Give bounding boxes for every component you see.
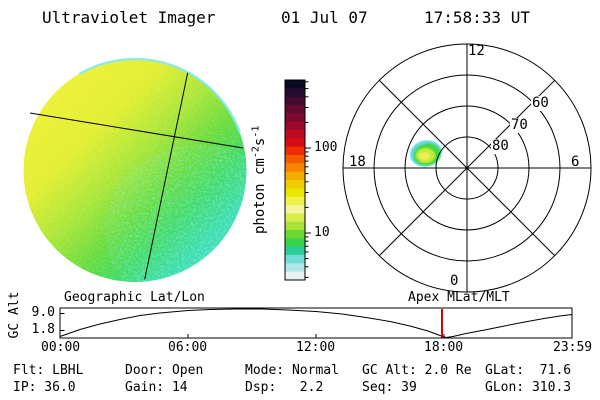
timeline-xtick-1200: 12:00	[296, 340, 336, 355]
polar-mlat-label-80: 80	[491, 138, 510, 155]
header-time: 17:58:33 UT	[424, 8, 530, 27]
timeline-left-title: Geographic Lat/Lon	[64, 290, 205, 305]
timeline-xtick-0000: 00:00	[41, 340, 81, 355]
timeline-xtick-1800: 18:00	[424, 340, 464, 355]
page-title: Ultraviolet Imager	[42, 8, 216, 27]
status-gain: Gain: 14	[125, 380, 188, 395]
colorbar-tick-10: 10	[314, 225, 330, 240]
geo-grid-line-lat	[29, 112, 244, 149]
status-glon: GLon: 310.3	[485, 380, 572, 395]
polar-mlt-label-18: 18	[349, 154, 366, 170]
timeline-ytick-1-8: 1.8	[31, 322, 55, 337]
disk-cyan-rim	[78, 57, 241, 133]
polar-mlt-label-0: 0	[450, 273, 459, 289]
colorbar-segments	[285, 80, 305, 281]
timeline-plot	[59, 307, 573, 339]
status-filter: Flt: LBHL	[13, 363, 84, 378]
polar-mlat-label-70: 70	[510, 117, 529, 134]
geo-grid-line-lon	[144, 72, 189, 280]
timeline-y-axis-label: GC Alt	[7, 291, 22, 339]
status-gc-alt: GC Alt: 2.0 Re	[362, 363, 472, 378]
current-time-marker	[441, 309, 443, 338]
timeline-xtick-0600: 06:00	[168, 340, 208, 355]
polar-mlt-label-6: 6	[571, 154, 580, 170]
header-date: 01 Jul 07	[281, 8, 368, 27]
timeline-xtick-2359: 23:59	[553, 340, 593, 355]
status-glat: GLat: 71.6	[485, 363, 572, 378]
status-dsp: Dsp: 2.2	[245, 380, 324, 395]
disk-noise-layer	[23, 59, 247, 282]
aurora-spot	[410, 140, 442, 167]
polar-diagonal-sw-ne	[378, 79, 556, 257]
timeline-ticks	[60, 313, 445, 338]
status-door: Door: Open	[125, 363, 204, 378]
colorbar-tick-100: 100	[314, 140, 338, 155]
polar-mlat-label-60: 60	[531, 95, 550, 112]
timeline-right-title: Apex MLat/MLT	[408, 290, 510, 305]
colorbar-ticks	[305, 81, 311, 278]
status-seq: Seq: 39	[362, 380, 417, 395]
polar-plot	[342, 43, 592, 293]
status-ip: IP: 36.0	[13, 380, 76, 395]
orbit-altitude-curve	[59, 308, 573, 339]
colorbar	[284, 79, 311, 281]
colorbar-axis-label-wrap: photon cm-2s-1	[246, 60, 272, 300]
earth-disk-image	[23, 57, 247, 282]
timeline-border	[59, 307, 573, 339]
status-mode: Mode: Normal	[245, 363, 339, 378]
colorbar-axis-label: photon cm-2s-1	[250, 125, 268, 235]
colorbar-border	[284, 79, 306, 281]
polar-mlt-label-12: 12	[468, 43, 485, 59]
timeline-ytick-9: 9.0	[31, 305, 55, 320]
